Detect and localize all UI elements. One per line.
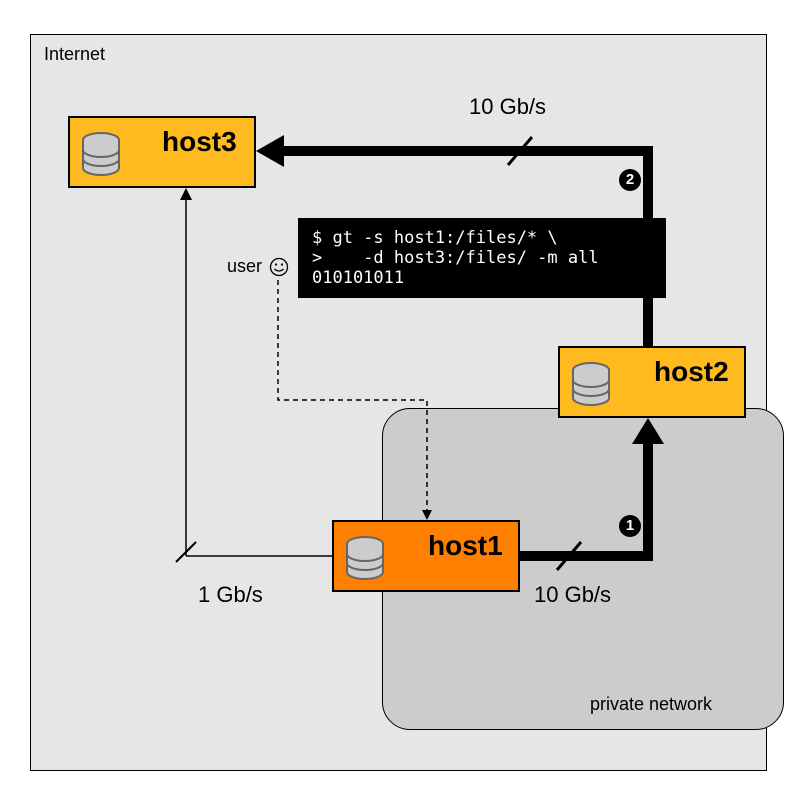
smiley-icon — [269, 257, 289, 277]
terminal-line-1: > -d host3:/files/ -m all — [312, 248, 599, 268]
bw-label-1g: 1 Gb/s — [198, 582, 263, 608]
bw-label-10g-bottom: 10 Gb/s — [534, 582, 611, 608]
arrowhead-user — [422, 510, 432, 520]
terminal-box: $ gt -s host1:/files/* \ > -d host3:/fil… — [298, 218, 666, 298]
user-label: user — [227, 256, 262, 277]
database-icon — [344, 536, 386, 580]
diagram-canvas: Internet private network 1 Gb/s 10 Gb/s … — [0, 0, 794, 794]
step-badge-2: 2 — [619, 169, 641, 191]
terminal-line-2: 010101011 — [312, 268, 404, 288]
arrowhead-h1-h2 — [632, 418, 664, 444]
step-badge-1: 1 — [619, 515, 641, 537]
arrowhead-h2-h3 — [256, 135, 284, 167]
database-icon — [570, 362, 612, 406]
host3-label: host3 — [162, 126, 237, 158]
arrowhead-thin — [180, 188, 192, 200]
database-icon — [80, 132, 122, 176]
terminal-line-0: $ gt -s host1:/files/* \ — [312, 228, 558, 248]
edge-user-h1 — [278, 280, 427, 512]
host2-label: host2 — [654, 356, 729, 388]
bw-label-10g-top: 10 Gb/s — [469, 94, 546, 120]
host1-label: host1 — [428, 530, 503, 562]
